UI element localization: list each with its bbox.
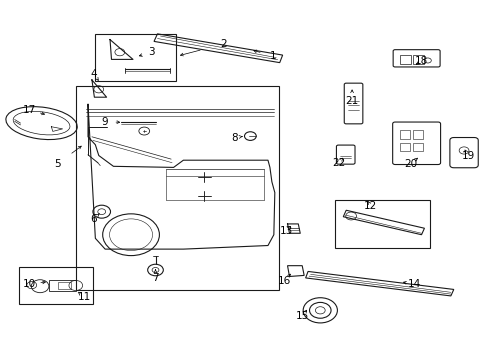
Bar (58, 282, 71, 289)
Text: 8: 8 (231, 132, 238, 143)
Bar (19, 267, 93, 304)
Bar (399, 130, 409, 139)
Text: 17: 17 (22, 105, 36, 115)
Bar (95, 34, 176, 81)
Bar (399, 143, 409, 151)
Bar (412, 55, 423, 64)
Text: 12: 12 (363, 201, 377, 211)
Text: 5: 5 (54, 159, 61, 169)
Bar (49, 280, 76, 291)
Text: 20: 20 (404, 159, 416, 169)
Text: 9: 9 (102, 117, 108, 127)
Bar (334, 200, 429, 248)
Bar (412, 130, 422, 139)
Text: 10: 10 (23, 279, 36, 289)
Text: 7: 7 (152, 273, 159, 283)
Text: 2: 2 (220, 39, 227, 49)
Text: 3: 3 (148, 47, 155, 57)
Bar (399, 55, 410, 64)
Text: 11: 11 (77, 292, 91, 302)
Text: 13: 13 (279, 226, 292, 236)
Text: 19: 19 (461, 150, 474, 161)
Text: 22: 22 (331, 158, 345, 168)
Bar (412, 143, 422, 151)
Text: 4: 4 (90, 69, 97, 79)
Text: 15: 15 (295, 311, 308, 321)
Text: 16: 16 (277, 276, 291, 286)
Text: 1: 1 (269, 51, 276, 61)
Bar (76, 86, 278, 290)
Text: 18: 18 (414, 56, 427, 66)
Text: 21: 21 (345, 96, 358, 106)
Text: 14: 14 (407, 279, 421, 289)
Text: 6: 6 (90, 213, 97, 224)
